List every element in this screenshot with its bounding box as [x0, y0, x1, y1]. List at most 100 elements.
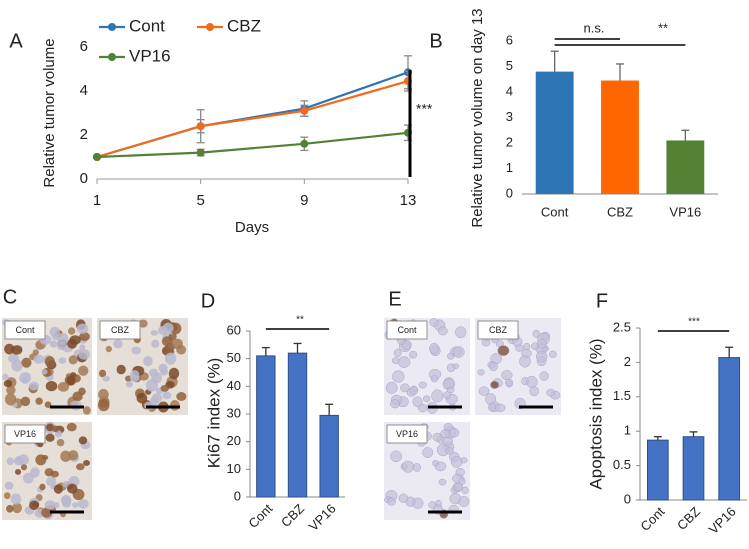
annotation: n.s. — [584, 20, 605, 35]
legend-label: Cont — [129, 16, 165, 35]
nucleus — [4, 481, 14, 490]
x-tick-label: Cont — [637, 504, 667, 534]
micrograph-label: VP16 — [14, 429, 36, 439]
nucleus — [105, 345, 112, 353]
y-tick-label: 6 — [80, 38, 88, 55]
x-tick-label: VP16 — [306, 501, 339, 534]
panel-letter: D — [201, 290, 215, 312]
point — [196, 122, 205, 131]
legend-marker — [108, 53, 116, 61]
series-line — [96, 71, 409, 159]
nucleus — [143, 356, 153, 367]
y-tick-label: 5 — [506, 58, 513, 73]
label-box — [386, 424, 428, 444]
y-tick-label: 20 — [227, 433, 241, 448]
y-axis-label: Apoptosis index (%) — [586, 338, 605, 489]
nucleus — [130, 370, 140, 380]
nucleus — [113, 339, 123, 349]
nucleus — [102, 375, 110, 382]
y-tick-label: 40 — [227, 378, 241, 393]
nucleus — [455, 467, 465, 477]
panel-letter: A — [9, 30, 23, 52]
nucleus — [432, 432, 443, 442]
nucleus — [430, 375, 439, 383]
x-tick-label: Cont — [541, 204, 569, 219]
bar — [718, 357, 741, 501]
error-bar — [689, 431, 698, 437]
nucleus — [422, 395, 431, 403]
nucleus — [21, 357, 32, 368]
annotation: *** — [416, 101, 433, 117]
nucleus — [428, 501, 437, 509]
nucleus — [162, 391, 172, 400]
y-tick-label: 2.5 — [613, 319, 631, 334]
nucleus — [68, 355, 78, 365]
nucleus — [14, 468, 22, 475]
nucleus — [136, 392, 148, 404]
nucleus — [39, 483, 46, 491]
nucleus — [539, 371, 549, 381]
x-tick-label: CBZ — [607, 204, 633, 219]
nucleus — [98, 369, 107, 378]
nucleus — [385, 381, 398, 394]
nucleus — [10, 493, 22, 505]
micrograph: CBZ — [475, 318, 561, 415]
nucleus — [6, 385, 16, 395]
nucleus — [446, 386, 455, 394]
nucleus — [537, 338, 547, 349]
nucleus — [490, 380, 499, 389]
y-tick-label: 2 — [80, 126, 88, 143]
nucleus — [418, 381, 427, 389]
nucleus — [452, 346, 465, 358]
nucleus — [78, 349, 91, 360]
label-box — [4, 320, 46, 340]
error-bar — [653, 436, 662, 441]
nucleus — [57, 382, 70, 392]
nucleus — [3, 379, 13, 388]
y-tick-label: 6 — [506, 32, 513, 47]
nucleus — [44, 356, 55, 368]
nucleus — [125, 380, 133, 388]
y-tick-label: 3 — [506, 109, 513, 124]
nucleus — [51, 425, 60, 433]
y-tick-label: 4 — [80, 82, 88, 99]
nucleus — [443, 423, 453, 431]
nucleus — [67, 483, 78, 494]
nucleus — [4, 393, 17, 406]
nucleus — [44, 401, 52, 408]
nucleus — [390, 450, 403, 463]
y-tick-label: 60 — [227, 322, 241, 337]
nucleus — [397, 356, 411, 368]
nucleus — [28, 381, 40, 391]
bar — [256, 355, 276, 498]
nucleus — [58, 357, 67, 364]
nucleus — [131, 346, 142, 355]
micrograph-label: CBZ — [489, 325, 508, 335]
nucleus — [66, 376, 76, 386]
nucleus — [149, 396, 160, 406]
nucleus — [431, 389, 444, 403]
nucleus — [386, 497, 396, 506]
y-tick-label: 2 — [506, 134, 513, 149]
nucleus — [138, 319, 148, 328]
micrograph: CBZ — [97, 318, 188, 415]
nucleus — [70, 400, 82, 411]
x-tick-label: VP16 — [669, 204, 701, 219]
nucleus — [412, 396, 423, 408]
nucleus — [62, 499, 72, 508]
nucleus — [145, 378, 158, 392]
nucleus — [6, 457, 14, 466]
annotation: ** — [296, 315, 304, 326]
nucleus — [453, 482, 464, 492]
annotation: *** — [688, 317, 700, 328]
nucleus — [455, 326, 467, 339]
legend-label: CBZ — [227, 16, 261, 35]
nucleus — [33, 354, 45, 364]
legend-marker — [108, 23, 116, 31]
bar — [666, 140, 705, 194]
error-bar — [261, 346, 270, 356]
nucleus — [2, 373, 9, 381]
nucleus — [458, 496, 470, 507]
nucleus — [176, 392, 187, 401]
